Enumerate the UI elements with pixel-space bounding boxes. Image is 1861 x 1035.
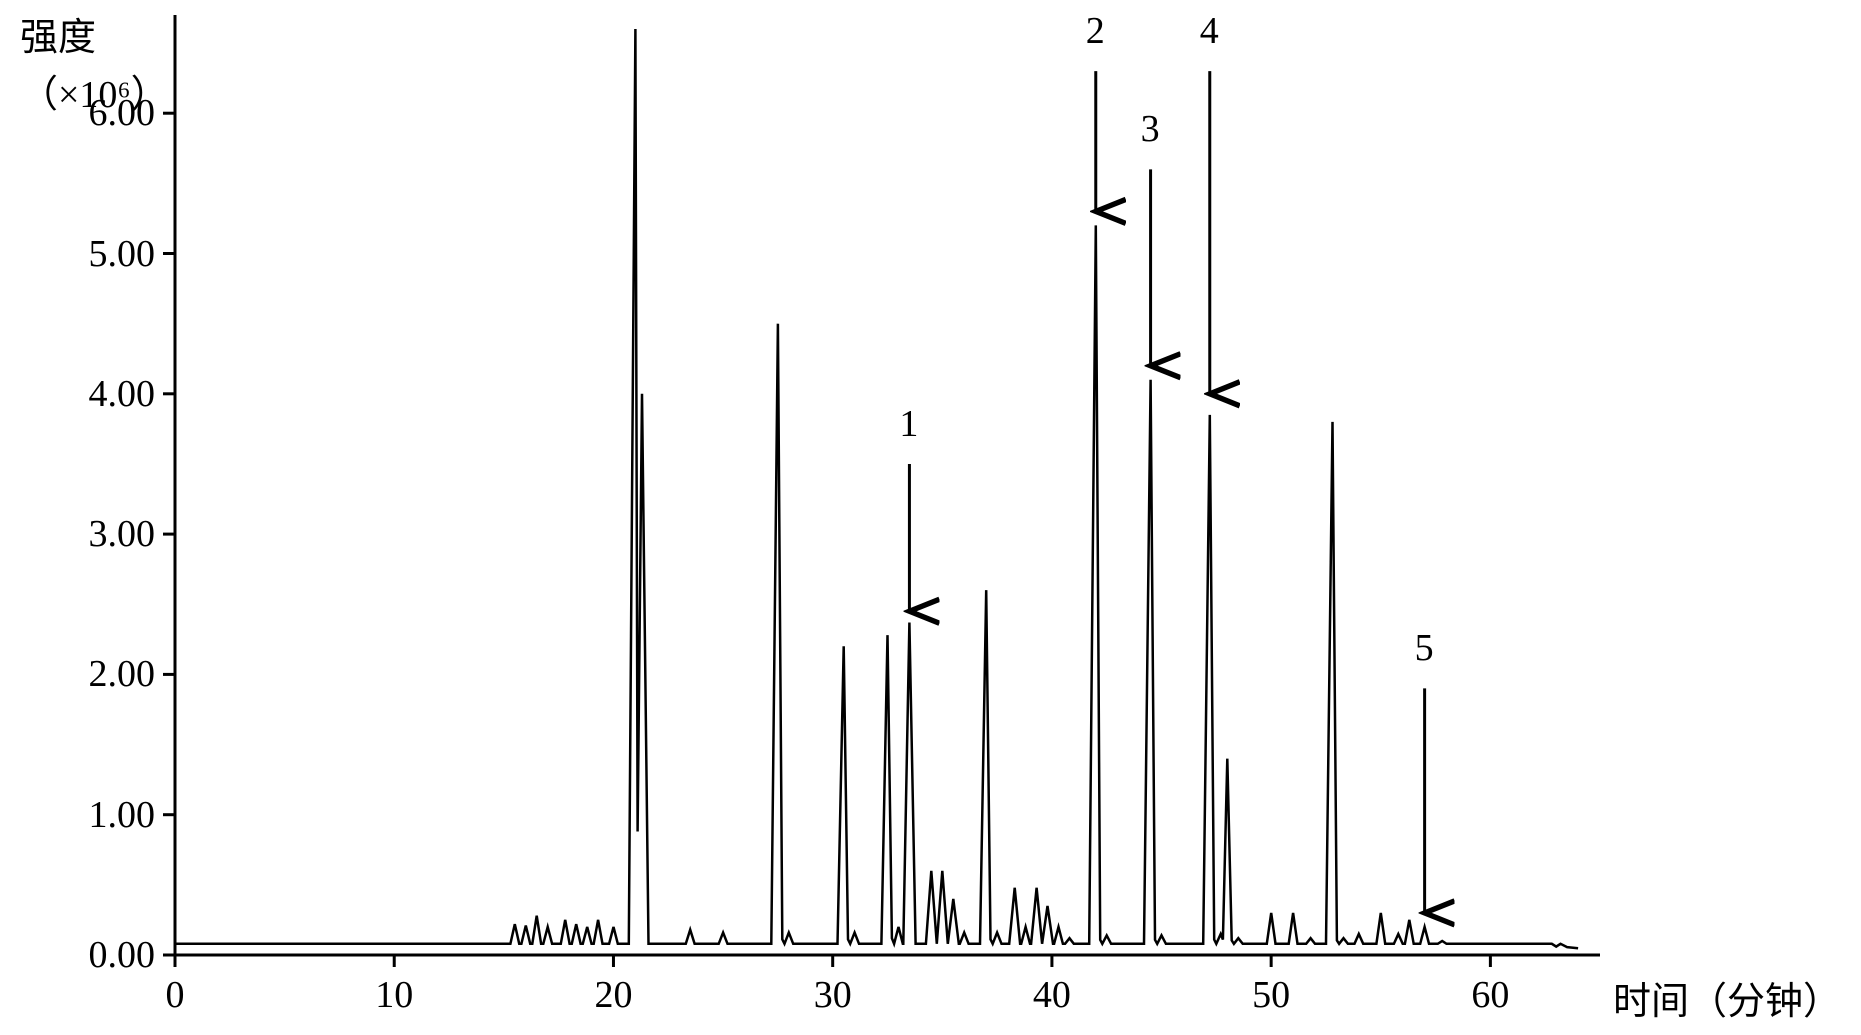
y-tick-label: 5.00 — [25, 232, 155, 276]
x-tick-label: 40 — [1022, 973, 1082, 1017]
annotation-label: 3 — [1141, 107, 1160, 151]
x-tick-label: 30 — [803, 973, 863, 1017]
x-tick-label: 50 — [1241, 973, 1301, 1017]
chromatogram-chart: 强度 （×10⁶） 时间（分钟） 0.001.002.003.004.005.0… — [0, 0, 1861, 1035]
y-tick-label: 0.00 — [25, 933, 155, 977]
annotation-label: 2 — [1086, 9, 1105, 53]
chromatogram-trace — [175, 29, 1578, 948]
annotation-label: 4 — [1200, 9, 1219, 53]
x-tick-label: 10 — [364, 973, 424, 1017]
y-tick-label: 2.00 — [25, 652, 155, 696]
x-tick-label: 20 — [583, 973, 643, 1017]
x-tick-label: 0 — [145, 973, 205, 1017]
chart-svg — [0, 0, 1861, 1035]
y-tick-label: 3.00 — [25, 512, 155, 556]
y-tick-label: 6.00 — [25, 91, 155, 135]
y-tick-label: 1.00 — [25, 793, 155, 837]
annotation-label: 1 — [899, 402, 918, 446]
annotation-label: 5 — [1415, 626, 1434, 670]
x-tick-label: 60 — [1460, 973, 1520, 1017]
y-tick-label: 4.00 — [25, 372, 155, 416]
